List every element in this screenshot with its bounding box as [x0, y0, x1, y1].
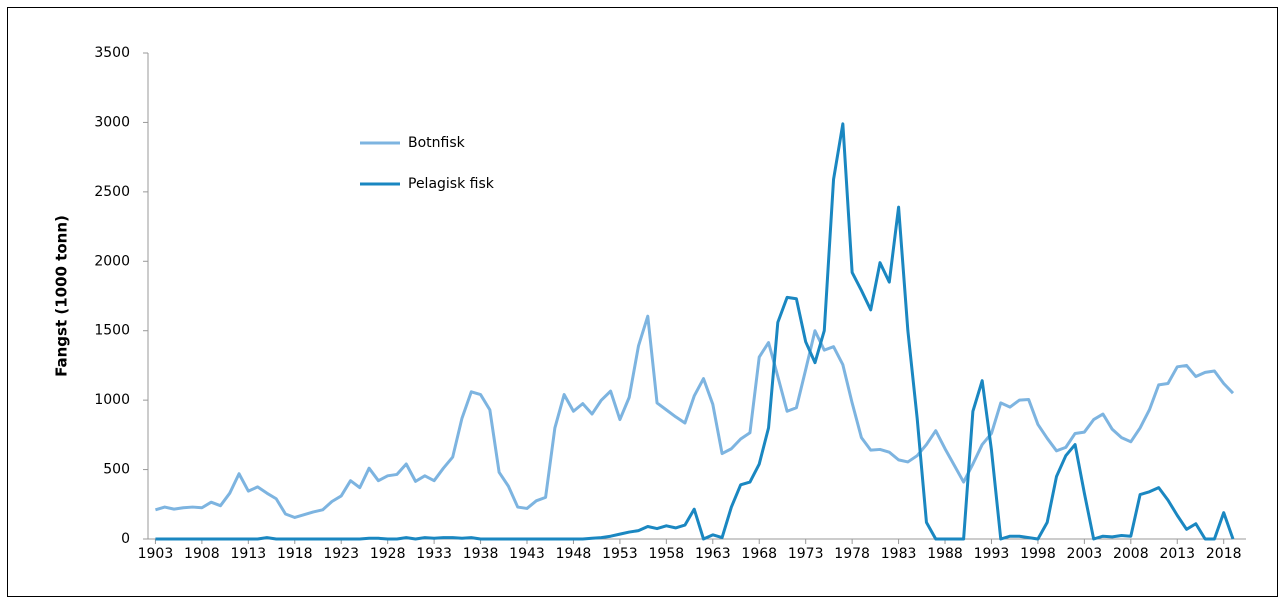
x-tick-label: 1913: [231, 546, 267, 562]
legend-label: Pelagisk fisk: [408, 176, 495, 192]
x-tick-label: 2018: [1206, 546, 1242, 562]
y-tick-label: 2000: [94, 253, 130, 269]
x-tick-label: 1978: [834, 546, 870, 562]
x-tick-label: 2013: [1159, 546, 1195, 562]
y-tick-label: 0: [121, 531, 130, 547]
x-tick-label: 1983: [881, 546, 917, 562]
y-tick-label: 3500: [94, 45, 130, 61]
x-tick-label: 1933: [416, 546, 452, 562]
y-tick-label: 1000: [94, 392, 130, 408]
x-tick-label: 1958: [649, 546, 685, 562]
x-tick-label: 1918: [277, 546, 313, 562]
x-tick-label: 1928: [370, 546, 406, 562]
x-tick-label: 1903: [138, 546, 174, 562]
x-tick-label: 1948: [556, 546, 592, 562]
y-axis-label: Fangst (1000 tonn): [53, 215, 71, 377]
x-tick-label: 2008: [1113, 546, 1149, 562]
series-line: [155, 122, 1235, 541]
x-tick-label: 1998: [1020, 546, 1056, 562]
x-tick-label: 2003: [1067, 546, 1103, 562]
y-tick-label: 500: [103, 462, 130, 478]
x-tick-label: 1923: [323, 546, 359, 562]
x-tick-label: 1988: [927, 546, 963, 562]
frame: [7, 7, 1278, 597]
x-tick-label: 1908: [184, 546, 220, 562]
y-tick-label: 1500: [94, 323, 130, 339]
x-tick-label: 1943: [509, 546, 545, 562]
x-tick-label: 1938: [463, 546, 499, 562]
legend-label: Botnfisk: [408, 135, 466, 151]
y-tick-label: 3000: [94, 114, 130, 130]
x-tick-label: 1953: [602, 546, 638, 562]
x-tick-label: 1968: [741, 546, 777, 562]
x-tick-label: 1993: [974, 546, 1010, 562]
y-tick-label: 2500: [94, 184, 130, 200]
x-tick-label: 1963: [695, 546, 731, 562]
x-tick-label: 1973: [788, 546, 824, 562]
series-line: [155, 314, 1235, 519]
